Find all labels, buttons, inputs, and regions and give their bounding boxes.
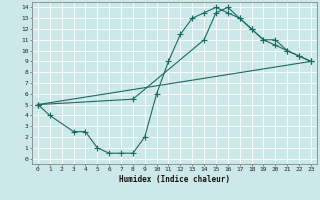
X-axis label: Humidex (Indice chaleur): Humidex (Indice chaleur) — [119, 175, 230, 184]
